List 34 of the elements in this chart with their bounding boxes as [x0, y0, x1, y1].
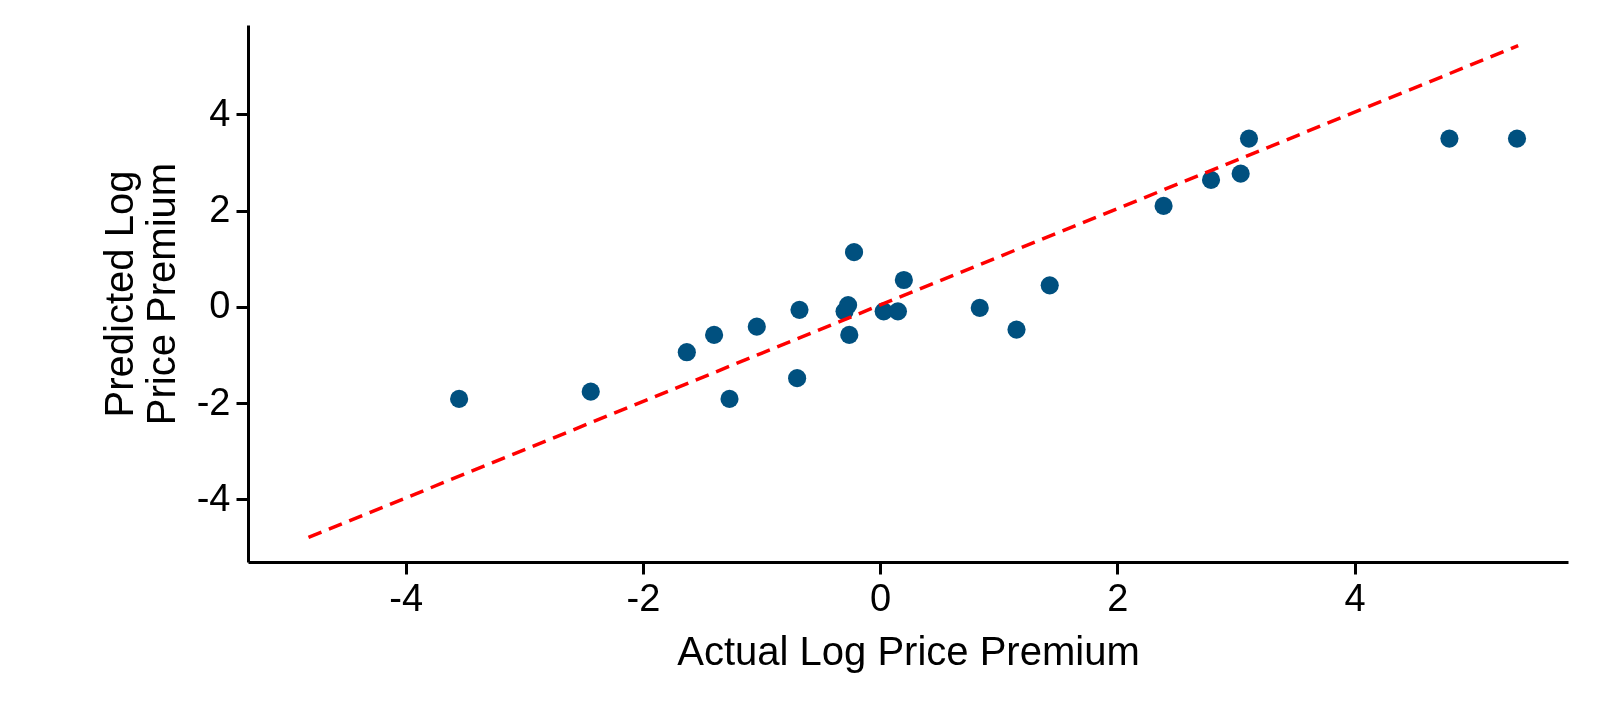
y-tick-label: 2: [209, 188, 231, 231]
point: [970, 298, 989, 317]
point: [888, 302, 907, 321]
x-tick-label: 4: [1344, 576, 1366, 619]
point: [894, 270, 913, 290]
point: [1440, 129, 1459, 148]
y-axis-title: Predicted Log Price Premium: [96, 162, 183, 426]
point: [581, 382, 600, 401]
x-tick-label: 0: [870, 576, 892, 619]
point: [1231, 164, 1250, 183]
point: [1007, 320, 1026, 339]
x-axis-title: Actual Log Price Premium: [677, 628, 1140, 673]
x-tick-label: 2: [1107, 576, 1129, 619]
y-tick-label: 0: [209, 284, 231, 327]
point: [1507, 129, 1527, 148]
point: [1154, 196, 1173, 215]
point: [788, 369, 807, 388]
x-tick-label: -4: [389, 576, 424, 619]
point: [1201, 170, 1221, 190]
y-tick-label: 4: [209, 92, 231, 134]
point: [677, 343, 696, 362]
y-tick-label: -4: [196, 476, 231, 519]
point: [844, 243, 864, 262]
point: [705, 325, 724, 344]
y-tick-label: -2: [196, 380, 231, 423]
point: [747, 317, 766, 336]
point: [720, 389, 739, 408]
point: [1239, 129, 1259, 148]
point: [840, 325, 859, 344]
x-tick-label: -2: [626, 576, 661, 619]
point: [1040, 276, 1059, 295]
point: [839, 295, 858, 315]
point: [790, 300, 809, 319]
point: [450, 389, 469, 408]
